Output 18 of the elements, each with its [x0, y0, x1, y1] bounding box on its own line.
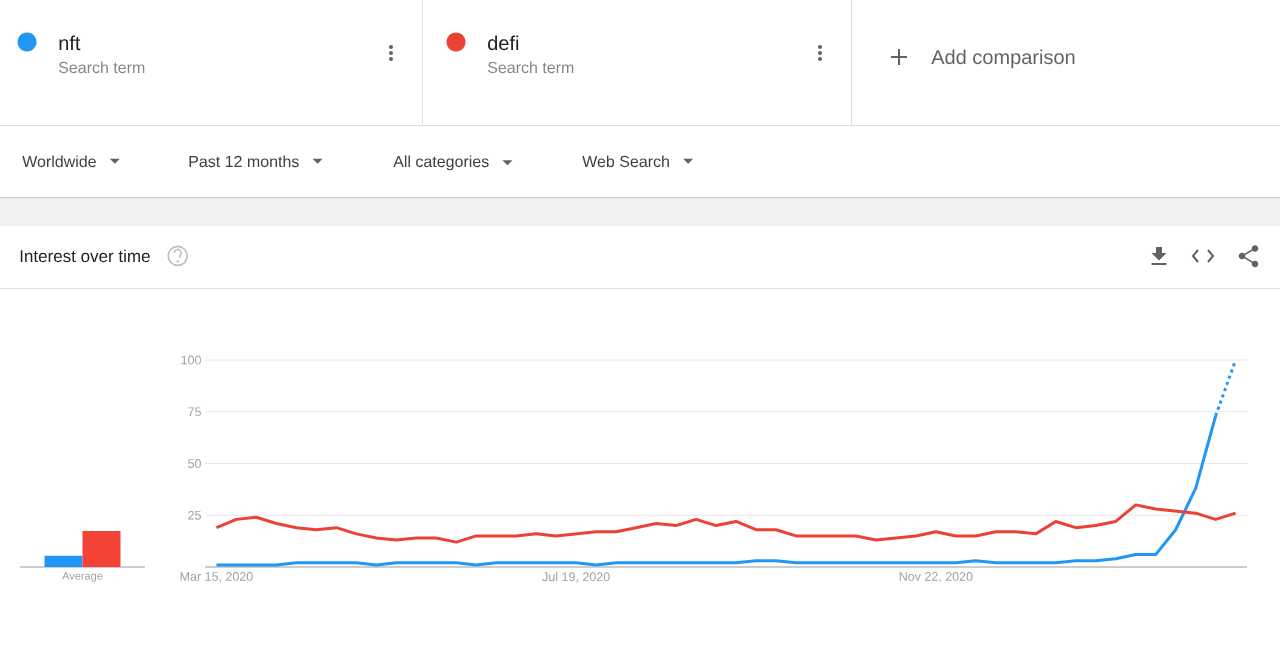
text: Worldwide: [22, 155, 96, 168]
y-tick-label: 100: [181, 355, 201, 365]
y-tick-label: 25: [188, 510, 201, 520]
text: Add comparison: [931, 49, 1075, 69]
x-tick-label: Mar 15, 2020: [180, 572, 253, 583]
text: All categories: [393, 155, 489, 171]
text: Search term: [487, 61, 574, 74]
text: Past 12 months: [189, 155, 299, 168]
text: Web Search: [582, 155, 669, 168]
x-tick-label: Average: [62, 572, 103, 582]
x-tick-label: Nov 22, 2020: [899, 572, 973, 583]
y-tick-label: 50: [188, 459, 201, 468]
legend-label: nft: [59, 35, 81, 51]
chart-title: Interest over time: [20, 249, 150, 263]
text: Search term: [58, 61, 145, 74]
legend-label: defi: [488, 35, 519, 51]
y-tick-label: 75: [188, 407, 201, 417]
x-tick-label: Jul 19, 2020: [542, 572, 610, 583]
